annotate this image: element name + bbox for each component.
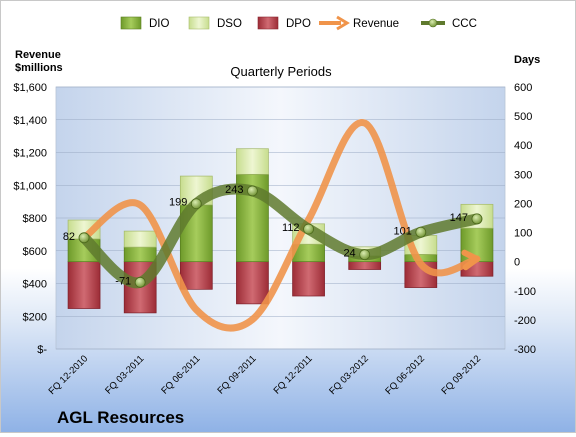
bar-dpo [292, 261, 325, 297]
left-tick-label: $800 [23, 213, 47, 225]
left-tick-label: $1,400 [13, 115, 47, 127]
ccc-data-label: 147 [450, 212, 468, 224]
x-tick-label: FQ 12-2011 [272, 353, 315, 396]
ccc-marker [134, 276, 146, 288]
legend-item-revenue: Revenue [319, 15, 399, 31]
bars-group [67, 148, 494, 314]
left-tick-label: $- [37, 344, 47, 356]
ccc-data-label: 112 [282, 222, 300, 234]
legend-label-ccc: CCC [452, 18, 477, 30]
ccc-data-label: -71 [115, 275, 131, 287]
ccc-marker [415, 226, 427, 238]
legend-marker-ccc [428, 18, 438, 28]
left-tick-label: $1,600 [13, 82, 47, 94]
right-axis-ticks: -300 -200 -100 0 100 200 300 400 500 600 [514, 82, 536, 356]
ccc-marker [190, 198, 202, 210]
ccc-data-label: 101 [393, 225, 411, 237]
legend-label-dpo: DPO [286, 18, 311, 30]
revenue-arrowhead [461, 249, 480, 271]
left-tick-label: $1,000 [13, 180, 47, 192]
ccc-data-label: 82 [63, 231, 75, 243]
legend-arrow-revenue [336, 15, 350, 31]
x-tick-label: FQ 03-2012 [327, 353, 371, 397]
x-tick-label: FQ 12-2010 [47, 353, 91, 397]
legend-item-dpo: DPO [257, 16, 311, 30]
left-axis-title-line-1: Revenue [15, 49, 61, 61]
ccc-marker [359, 249, 371, 261]
legend-swatch-dio [120, 16, 142, 30]
right-tick-label: 100 [514, 228, 532, 240]
right-tick-label: -100 [514, 286, 536, 298]
legend-swatch-dso [188, 16, 210, 30]
right-tick-label: 500 [514, 111, 532, 123]
legend: DIO DSO DPO Revenue CCC [120, 15, 477, 31]
left-tick-label: $200 [23, 311, 47, 323]
x-tick-label: FQ 06-2011 [159, 353, 202, 396]
chart-title: Quarterly Periods [230, 64, 332, 79]
right-tick-label: 0 [514, 257, 520, 269]
ccc-marker [247, 185, 258, 197]
legend-item-dio: DIO [120, 16, 170, 30]
bar-dpo [236, 261, 269, 305]
right-tick-label: -300 [514, 344, 536, 356]
lines-group [78, 119, 483, 332]
x-tick-label: FQ 03-2011 [103, 353, 146, 396]
ccc-marker [303, 223, 314, 235]
left-tick-label: $400 [23, 279, 47, 291]
right-tick-label: 200 [514, 198, 532, 210]
bar-dpo [67, 261, 101, 309]
legend-item-ccc: CCC [421, 18, 477, 30]
right-tick-label: 600 [514, 82, 532, 94]
ccc-data-label: 199 [169, 197, 187, 209]
ccc-data-label: 243 [225, 184, 243, 196]
right-axis-title: Days [514, 54, 540, 66]
right-tick-label: -200 [514, 315, 536, 327]
ccc-marker [78, 232, 90, 244]
legend-label-dio: DIO [149, 18, 170, 30]
x-axis-ticks: FQ 12-2010 FQ 03-2011 FQ 06-2011 FQ 09-2011… [47, 353, 484, 397]
legend-item-dso: DSO [188, 16, 242, 30]
data-labels-group: 82 -71 199 243 112 24 101 147 [63, 184, 468, 287]
bar-dio [123, 246, 157, 263]
left-tick-label: $600 [23, 246, 47, 258]
x-tick-label: FQ 09-2012 [439, 353, 483, 397]
legend-label-revenue: Revenue [353, 18, 399, 30]
x-tick-label: FQ 06-2012 [383, 353, 427, 397]
left-axis-title-line-2: $millions [15, 62, 63, 74]
bar-dpo [348, 261, 382, 270]
legend-swatch-dpo [257, 16, 279, 30]
right-tick-label: 400 [514, 140, 532, 152]
bar-dso [236, 148, 269, 175]
left-tick-label: $1,200 [13, 148, 47, 160]
company-name: AGL Resources [57, 408, 184, 427]
x-tick-label: FQ 09-2011 [215, 353, 258, 396]
ccc-marker [471, 213, 483, 225]
left-axis-ticks: $- $200 $400 $600 $800 $1,000 $1,200 $1,400 $1,6… [13, 82, 47, 356]
bar-dso [123, 230, 157, 248]
right-tick-label: 300 [514, 169, 532, 181]
legend-label-dso: DSO [217, 18, 242, 30]
gridlines [56, 86, 505, 350]
ccc-data-label: 24 [343, 248, 355, 260]
